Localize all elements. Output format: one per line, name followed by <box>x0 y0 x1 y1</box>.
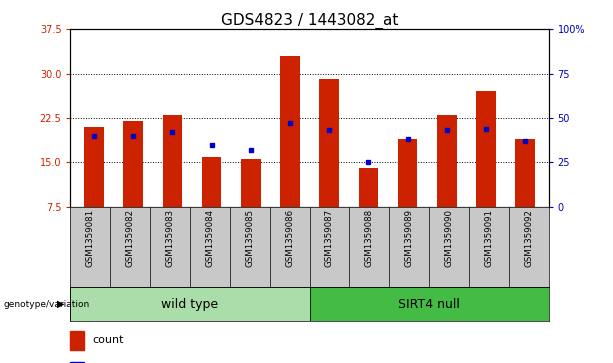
Text: GSM1359087: GSM1359087 <box>325 209 334 268</box>
Text: GSM1359084: GSM1359084 <box>205 209 215 268</box>
Bar <box>359 168 378 207</box>
Bar <box>70 331 84 350</box>
Text: genotype/variation: genotype/variation <box>3 299 89 309</box>
Bar <box>70 362 84 363</box>
Text: count: count <box>93 335 124 345</box>
Text: GSM1359092: GSM1359092 <box>524 209 533 267</box>
Bar <box>162 115 182 207</box>
Text: GSM1359090: GSM1359090 <box>444 209 454 267</box>
Bar <box>516 139 535 207</box>
Bar <box>437 115 457 207</box>
Bar <box>202 156 221 207</box>
Bar <box>84 127 104 207</box>
Text: GSM1359081: GSM1359081 <box>86 209 95 268</box>
Title: GDS4823 / 1443082_at: GDS4823 / 1443082_at <box>221 13 398 29</box>
Bar <box>476 91 496 207</box>
Text: GSM1359082: GSM1359082 <box>126 209 135 268</box>
Text: SIRT4 null: SIRT4 null <box>398 298 460 310</box>
Text: GSM1359089: GSM1359089 <box>405 209 414 267</box>
Bar <box>241 159 261 207</box>
Text: wild type: wild type <box>161 298 219 310</box>
Bar <box>123 121 143 207</box>
Bar <box>70 287 310 321</box>
Text: ▶: ▶ <box>57 299 64 309</box>
Text: GSM1359091: GSM1359091 <box>484 209 493 267</box>
Text: GSM1359085: GSM1359085 <box>245 209 254 268</box>
Text: GSM1359088: GSM1359088 <box>365 209 374 268</box>
Bar <box>398 139 417 207</box>
Bar <box>319 79 339 207</box>
Bar <box>310 287 549 321</box>
Bar <box>280 56 300 207</box>
Text: GSM1359086: GSM1359086 <box>285 209 294 268</box>
Text: GSM1359083: GSM1359083 <box>166 209 175 268</box>
